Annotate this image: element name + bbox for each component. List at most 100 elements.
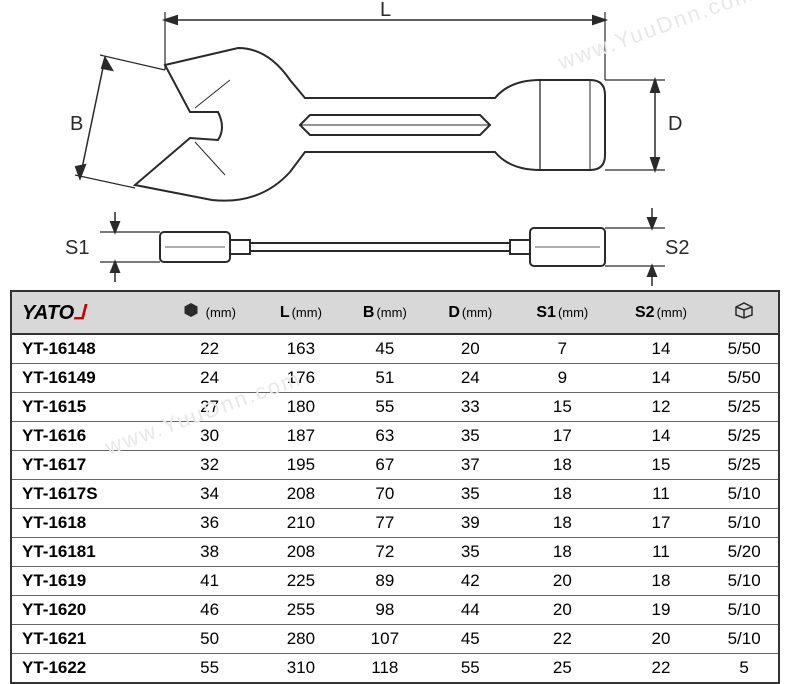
cell-B: 98 <box>342 596 427 625</box>
cell-pack: 5/25 <box>710 422 778 451</box>
cell-S1: 17 <box>513 422 612 451</box>
cell-L: 163 <box>260 334 343 364</box>
cell-B: 63 <box>342 422 427 451</box>
cell-S2: 19 <box>612 596 711 625</box>
cell-hex: 27 <box>160 393 260 422</box>
cell-L: 280 <box>260 625 343 654</box>
cell-B: 118 <box>342 654 427 683</box>
cell-hex: 22 <box>160 334 260 364</box>
cell-model: YT-1617S <box>12 480 160 509</box>
col-size: (mm) <box>160 292 260 334</box>
cell-hex: 30 <box>160 422 260 451</box>
cell-D: 35 <box>428 538 513 567</box>
cell-D: 35 <box>428 480 513 509</box>
cell-B: 51 <box>342 364 427 393</box>
cell-hex: 50 <box>160 625 260 654</box>
table-row: YT-161732195673718155/25 <box>12 451 778 480</box>
brand-logo-text: YATO <box>22 302 74 324</box>
cell-model: YT-1620 <box>12 596 160 625</box>
cell-pack: 5/10 <box>710 596 778 625</box>
cell-model: YT-1617 <box>12 451 160 480</box>
cell-S2: 17 <box>612 509 711 538</box>
cell-model: YT-16149 <box>12 364 160 393</box>
cell-S2: 11 <box>612 480 711 509</box>
table-header-row: YATO⅃ (mm) L(mm) B(mm) D(mm) S1(mm) S2(m… <box>12 292 778 334</box>
cell-S1: 20 <box>513 567 612 596</box>
col-S1: S1(mm) <box>513 292 612 334</box>
cell-B: 77 <box>342 509 427 538</box>
cell-L: 208 <box>260 480 343 509</box>
cell-B: 67 <box>342 451 427 480</box>
col-brand: YATO⅃ <box>12 292 160 334</box>
dim-label-D: D <box>668 113 682 135</box>
cell-D: 55 <box>428 654 513 683</box>
cell-B: 70 <box>342 480 427 509</box>
cell-pack: 5/25 <box>710 451 778 480</box>
dim-label-S2: S2 <box>665 237 689 259</box>
table-row: YT-161630187633517145/25 <box>12 422 778 451</box>
cell-S2: 15 <box>612 451 711 480</box>
cell-S1: 18 <box>513 451 612 480</box>
cell-S1: 22 <box>513 625 612 654</box>
col-S2: S2(mm) <box>612 292 711 334</box>
cell-L: 210 <box>260 509 343 538</box>
cell-B: 72 <box>342 538 427 567</box>
cell-pack: 5/10 <box>710 480 778 509</box>
table-row: YT-161527180553315125/25 <box>12 393 778 422</box>
cell-hex: 38 <box>160 538 260 567</box>
cell-D: 39 <box>428 509 513 538</box>
cell-S2: 22 <box>612 654 711 683</box>
spec-table-container: YATO⅃ (mm) L(mm) B(mm) D(mm) S1(mm) S2(m… <box>10 290 780 684</box>
table-row: YT-1621502801074522205/10 <box>12 625 778 654</box>
cell-S1: 9 <box>513 364 612 393</box>
cell-hex: 41 <box>160 567 260 596</box>
cell-pack: 5/50 <box>710 364 778 393</box>
hex-icon <box>183 302 199 323</box>
cell-D: 45 <box>428 625 513 654</box>
cell-D: 33 <box>428 393 513 422</box>
cell-L: 195 <box>260 451 343 480</box>
table-row: YT-161836210773918175/10 <box>12 509 778 538</box>
spec-table: YATO⅃ (mm) L(mm) B(mm) D(mm) S1(mm) S2(m… <box>12 292 778 682</box>
col-L: L(mm) <box>260 292 343 334</box>
cell-model: YT-1616 <box>12 422 160 451</box>
cell-D: 37 <box>428 451 513 480</box>
col-D: D(mm) <box>428 292 513 334</box>
cell-L: 208 <box>260 538 343 567</box>
cell-S2: 20 <box>612 625 711 654</box>
table-row: YT-1617S34208703518115/10 <box>12 480 778 509</box>
dim-label-S1: S1 <box>65 237 89 259</box>
cell-pack: 5/50 <box>710 334 778 364</box>
col-pack <box>710 292 778 334</box>
cell-B: 55 <box>342 393 427 422</box>
cell-B: 89 <box>342 567 427 596</box>
cell-model: YT-1618 <box>12 509 160 538</box>
cell-S1: 20 <box>513 596 612 625</box>
cell-S2: 11 <box>612 538 711 567</box>
cell-pack: 5/10 <box>710 625 778 654</box>
cell-model: YT-1622 <box>12 654 160 683</box>
cell-pack: 5 <box>710 654 778 683</box>
wrench-diagram-svg: L B <box>0 0 790 290</box>
table-row: YT-162046255984420195/10 <box>12 596 778 625</box>
cell-S1: 25 <box>513 654 612 683</box>
cell-L: 187 <box>260 422 343 451</box>
cell-L: 255 <box>260 596 343 625</box>
cell-D: 44 <box>428 596 513 625</box>
cell-S2: 14 <box>612 422 711 451</box>
cell-L: 225 <box>260 567 343 596</box>
cell-model: YT-16148 <box>12 334 160 364</box>
technical-diagram: www.YuuDnn.com www.YuuDnn.com L <box>0 0 790 290</box>
cell-hex: 46 <box>160 596 260 625</box>
cell-model: YT-16181 <box>12 538 160 567</box>
cell-S2: 14 <box>612 364 711 393</box>
cell-S1: 15 <box>513 393 612 422</box>
cell-pack: 5/25 <box>710 393 778 422</box>
cell-B: 45 <box>342 334 427 364</box>
cell-L: 176 <box>260 364 343 393</box>
cell-model: YT-1621 <box>12 625 160 654</box>
cell-D: 42 <box>428 567 513 596</box>
cell-S1: 18 <box>513 538 612 567</box>
dim-label-L: L <box>380 0 391 21</box>
cell-S1: 18 <box>513 509 612 538</box>
